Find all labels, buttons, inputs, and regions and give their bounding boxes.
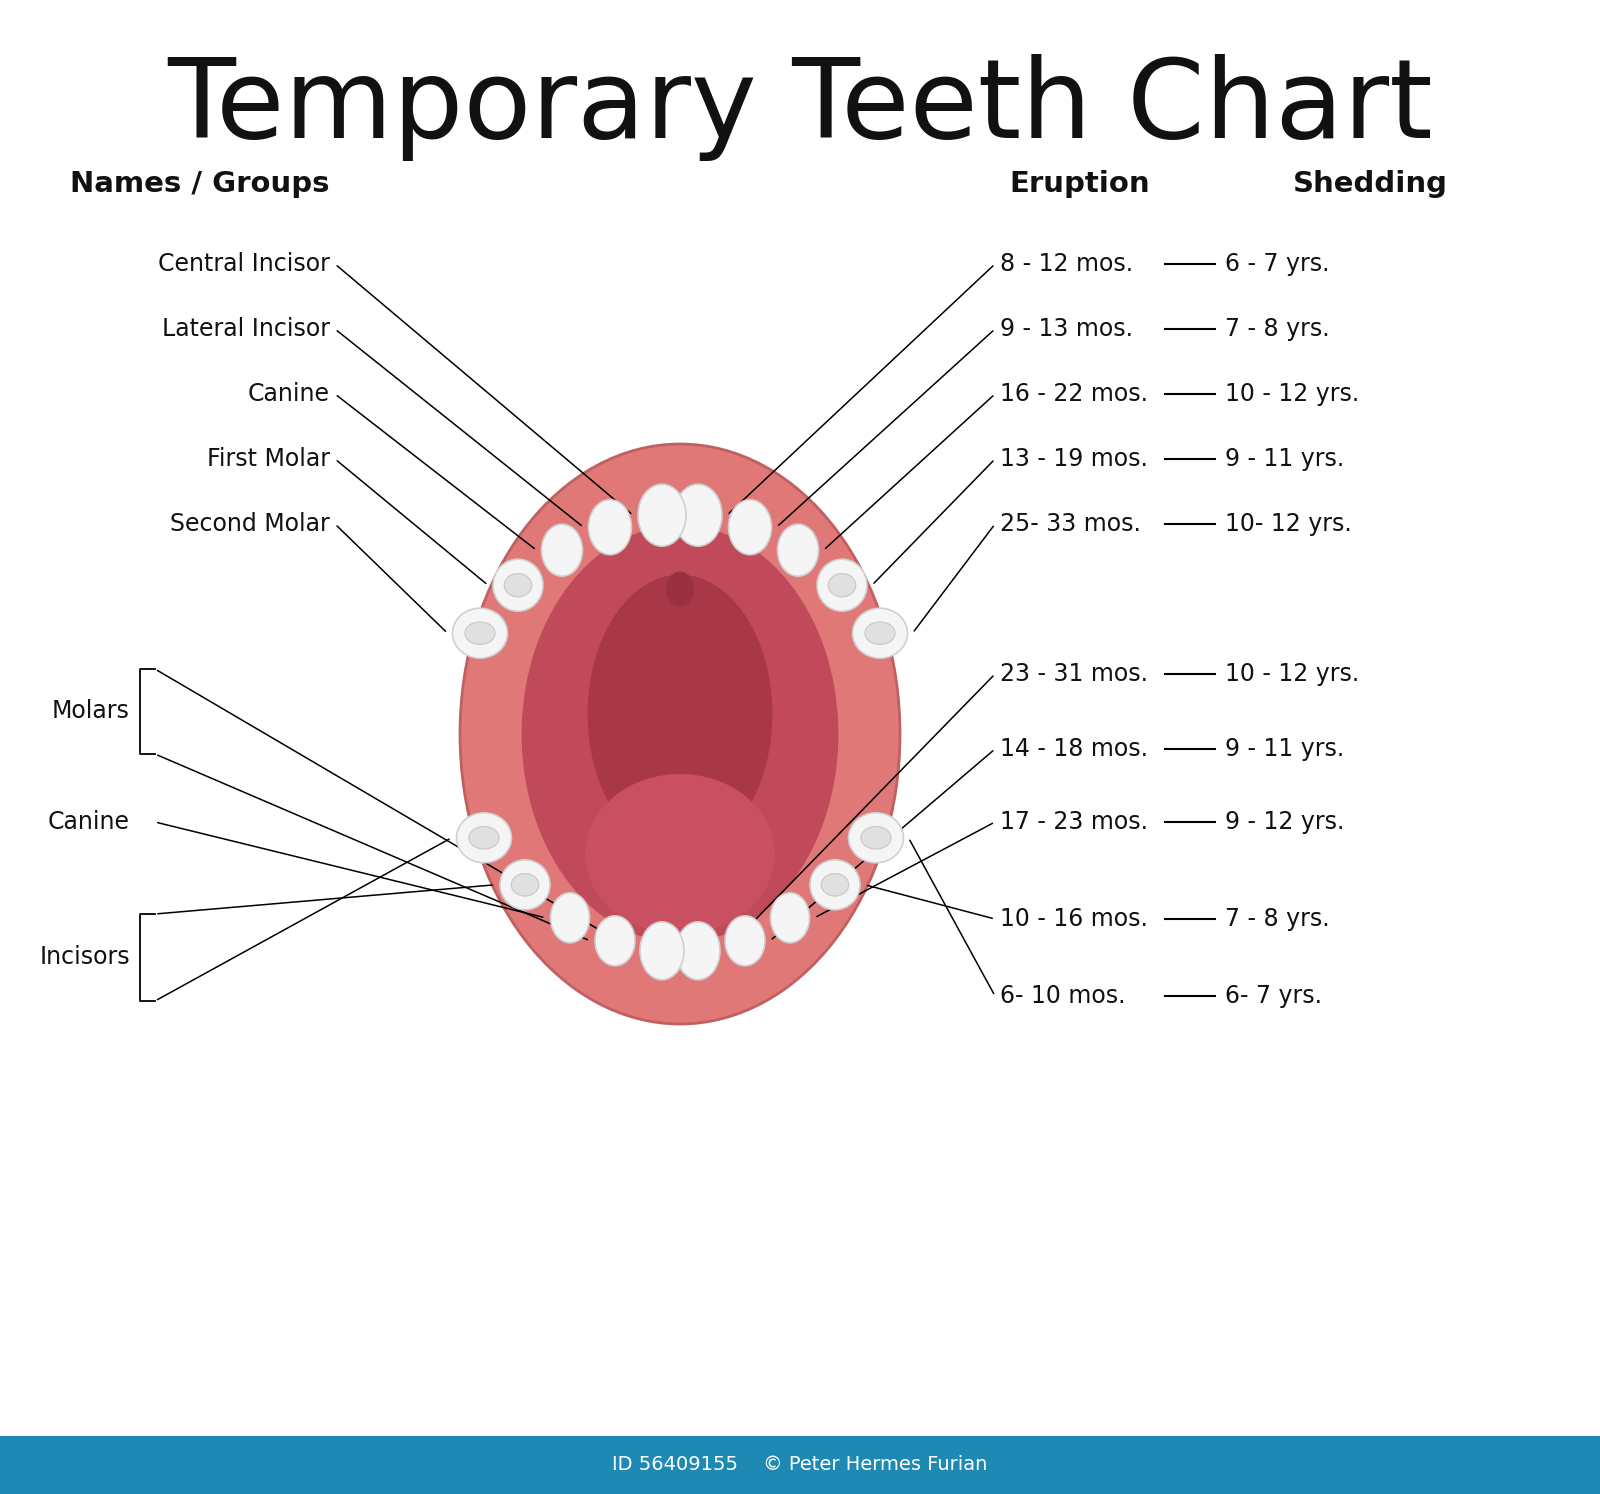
Text: 16 - 22 mos.: 16 - 22 mos. <box>1000 382 1149 406</box>
Ellipse shape <box>778 524 819 577</box>
Ellipse shape <box>853 608 907 659</box>
Text: Incisors: Incisors <box>40 946 130 970</box>
Ellipse shape <box>866 622 894 644</box>
Text: 6- 10 mos.: 6- 10 mos. <box>1000 985 1125 1008</box>
Bar <box>0 1436 1600 1494</box>
Text: 10 - 12 yrs.: 10 - 12 yrs. <box>1226 382 1360 406</box>
Ellipse shape <box>453 608 507 659</box>
Ellipse shape <box>469 826 499 849</box>
Ellipse shape <box>728 499 771 554</box>
Text: Lateral Incisor: Lateral Incisor <box>162 317 330 341</box>
Ellipse shape <box>589 499 632 554</box>
Ellipse shape <box>829 574 856 598</box>
Ellipse shape <box>848 813 904 864</box>
Text: Central Incisor: Central Incisor <box>158 252 330 276</box>
Ellipse shape <box>504 574 531 598</box>
Text: Second Molar: Second Molar <box>170 512 330 536</box>
Ellipse shape <box>666 572 694 607</box>
Ellipse shape <box>456 813 512 864</box>
Ellipse shape <box>512 874 539 896</box>
Text: 10 - 16 mos.: 10 - 16 mos. <box>1000 907 1147 931</box>
Text: 10- 12 yrs.: 10- 12 yrs. <box>1226 512 1352 536</box>
Ellipse shape <box>725 916 765 965</box>
Ellipse shape <box>493 559 542 611</box>
Text: 23 - 31 mos.: 23 - 31 mos. <box>1000 662 1149 686</box>
Text: Canine: Canine <box>248 382 330 406</box>
Text: Molars: Molars <box>53 699 130 723</box>
Text: 7 - 8 yrs.: 7 - 8 yrs. <box>1226 317 1330 341</box>
Text: 9 - 11 yrs.: 9 - 11 yrs. <box>1226 447 1344 471</box>
Ellipse shape <box>466 622 494 644</box>
Text: 14 - 18 mos.: 14 - 18 mos. <box>1000 737 1149 760</box>
Text: 13 - 19 mos.: 13 - 19 mos. <box>1000 447 1147 471</box>
Ellipse shape <box>640 922 685 980</box>
Ellipse shape <box>771 893 810 943</box>
Ellipse shape <box>810 861 861 910</box>
Text: Shedding: Shedding <box>1293 170 1448 199</box>
Ellipse shape <box>674 484 722 547</box>
Ellipse shape <box>522 526 838 943</box>
Text: Temporary Teeth Chart: Temporary Teeth Chart <box>166 54 1434 161</box>
Ellipse shape <box>586 774 774 934</box>
Ellipse shape <box>587 575 773 853</box>
Text: 6- 7 yrs.: 6- 7 yrs. <box>1226 985 1322 1008</box>
Ellipse shape <box>861 826 891 849</box>
Ellipse shape <box>541 524 582 577</box>
Text: 8 - 12 mos.: 8 - 12 mos. <box>1000 252 1133 276</box>
Text: 9 - 13 mos.: 9 - 13 mos. <box>1000 317 1133 341</box>
Text: 7 - 8 yrs.: 7 - 8 yrs. <box>1226 907 1330 931</box>
Ellipse shape <box>550 893 589 943</box>
Ellipse shape <box>499 861 550 910</box>
Text: ID 56409155    © Peter Hermes Furian: ID 56409155 © Peter Hermes Furian <box>613 1455 987 1475</box>
Text: 10 - 12 yrs.: 10 - 12 yrs. <box>1226 662 1360 686</box>
Text: Names / Groups: Names / Groups <box>70 170 330 199</box>
Ellipse shape <box>821 874 848 896</box>
Text: 17 - 23 mos.: 17 - 23 mos. <box>1000 810 1149 834</box>
Text: 25- 33 mos.: 25- 33 mos. <box>1000 512 1141 536</box>
Text: 6 - 7 yrs.: 6 - 7 yrs. <box>1226 252 1330 276</box>
Text: Eruption: Eruption <box>1010 170 1150 199</box>
Ellipse shape <box>595 916 635 965</box>
Text: 9 - 12 yrs.: 9 - 12 yrs. <box>1226 810 1344 834</box>
Ellipse shape <box>638 484 686 547</box>
Text: Canine: Canine <box>48 810 130 834</box>
Ellipse shape <box>675 922 720 980</box>
Ellipse shape <box>818 559 867 611</box>
Text: First Molar: First Molar <box>206 447 330 471</box>
Text: 9 - 11 yrs.: 9 - 11 yrs. <box>1226 737 1344 760</box>
Ellipse shape <box>461 444 899 1023</box>
